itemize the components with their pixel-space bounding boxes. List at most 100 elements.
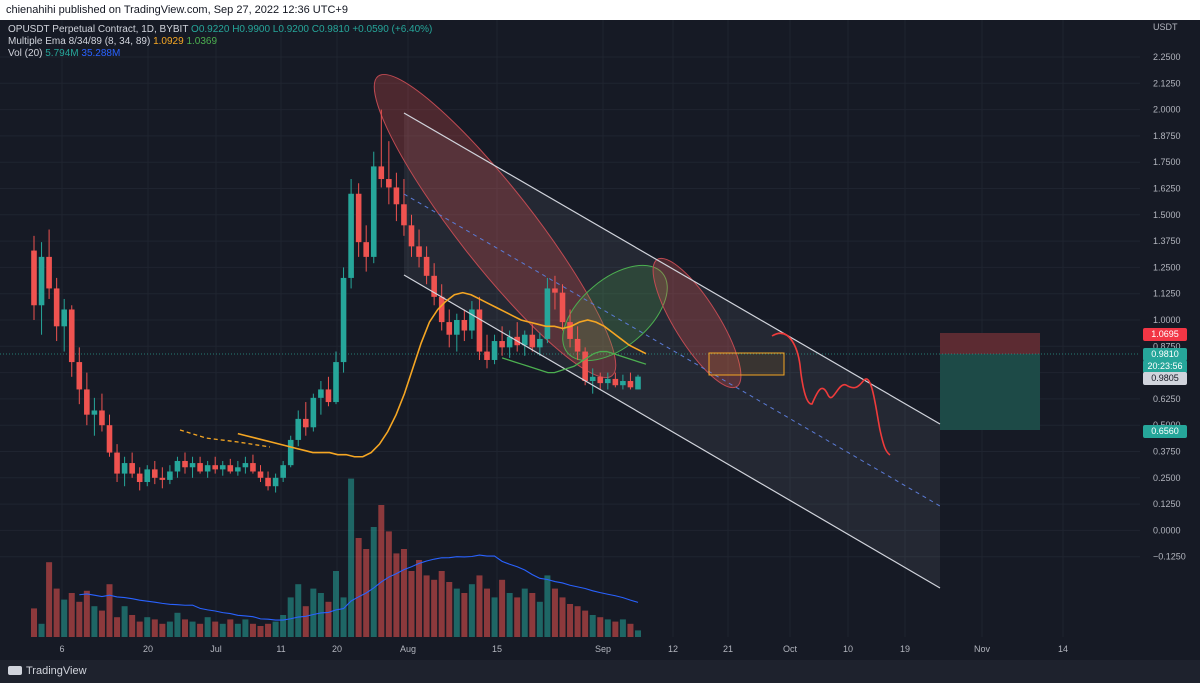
volume-bar bbox=[416, 560, 423, 637]
candle-body bbox=[438, 296, 445, 323]
price-chart[interactable]: 2.2500 2.1250 2.0000 1.8750 1.7500 1.6250 1.50… bbox=[0, 20, 1200, 660]
volume-bar bbox=[400, 549, 407, 637]
price-axis-label: 2.2500 bbox=[1153, 52, 1181, 62]
candle-body bbox=[635, 376, 641, 390]
candle-body bbox=[544, 288, 551, 339]
candle-body bbox=[76, 362, 83, 390]
time-axis-label: 15 bbox=[492, 644, 502, 654]
volume-bar bbox=[83, 590, 90, 637]
volume-bar bbox=[38, 623, 45, 637]
volume-row: Vol (20) 5.794M 35.288M bbox=[8, 48, 432, 60]
price-axis-label: 1.2500 bbox=[1153, 262, 1181, 272]
high-value: H0.9900 bbox=[232, 24, 271, 35]
volume-bar bbox=[446, 582, 453, 637]
candle-body bbox=[484, 351, 490, 360]
candle-body bbox=[597, 376, 604, 384]
volume-bar bbox=[182, 619, 188, 637]
candle-body bbox=[612, 378, 619, 386]
volume-bar bbox=[612, 621, 619, 637]
price-axis-label: 0.6250 bbox=[1153, 394, 1181, 404]
candle-body bbox=[370, 166, 377, 257]
volume-bar bbox=[514, 597, 521, 637]
volume-bar bbox=[385, 531, 392, 637]
candle-body bbox=[182, 460, 188, 468]
stop-zone bbox=[940, 333, 1040, 354]
candle-body bbox=[84, 389, 90, 415]
candle-body bbox=[574, 338, 581, 352]
time-axis-label: 14 bbox=[1058, 644, 1068, 654]
time-axis-label: Nov bbox=[974, 644, 991, 654]
candle-body bbox=[446, 322, 453, 335]
candle-body bbox=[68, 309, 75, 363]
entry-price-tag: 0.9805 bbox=[1143, 372, 1187, 385]
candle-body bbox=[189, 463, 196, 468]
candle-body bbox=[46, 256, 52, 289]
time-axis-label: Oct bbox=[783, 644, 798, 654]
volume-bar bbox=[106, 584, 113, 637]
volume-bar bbox=[529, 593, 536, 637]
candle-body bbox=[310, 397, 317, 428]
volume-bar bbox=[151, 619, 158, 637]
candle-body bbox=[401, 204, 407, 226]
volume-bar bbox=[257, 626, 264, 637]
volume-bar bbox=[197, 623, 204, 637]
vol-label: Vol (20) bbox=[8, 48, 43, 59]
time-axis-label: 19 bbox=[900, 644, 910, 654]
stop-price-tag: 1.0695 bbox=[1143, 328, 1187, 341]
volume-bar bbox=[544, 575, 551, 637]
price-axis-label: 1.0000 bbox=[1153, 315, 1181, 325]
candle-body bbox=[99, 410, 105, 426]
volume-bar bbox=[76, 601, 83, 637]
volume-bar bbox=[272, 621, 279, 637]
candle-body bbox=[393, 187, 400, 205]
price-axis-label: 1.1250 bbox=[1153, 289, 1181, 299]
ema-row: Multiple Ema 8/34/89 (8, 34, 89) 1.0929 … bbox=[8, 36, 432, 48]
volume-bar bbox=[114, 617, 121, 637]
volume-bar bbox=[393, 553, 400, 637]
volume-bar bbox=[461, 593, 468, 637]
candle-body bbox=[567, 322, 573, 339]
volume-bar bbox=[46, 562, 53, 637]
candle-body bbox=[589, 376, 596, 382]
price-axis-label: 1.3750 bbox=[1153, 236, 1181, 246]
volume-bar bbox=[144, 617, 151, 637]
price-axis-label: 0.8750 bbox=[1153, 341, 1181, 351]
candle-body bbox=[333, 362, 339, 403]
volume-bar bbox=[280, 615, 287, 637]
candle-body bbox=[167, 471, 173, 480]
projection-path bbox=[771, 332, 891, 456]
price-axis-label: 1.5000 bbox=[1153, 210, 1181, 220]
close-value: C0.9810 bbox=[311, 24, 350, 35]
volume-bar bbox=[333, 571, 339, 637]
candle-body bbox=[476, 309, 483, 352]
candle-body bbox=[461, 320, 468, 331]
candle-body bbox=[235, 467, 241, 472]
candle-body bbox=[219, 465, 226, 470]
volume-bar bbox=[589, 615, 596, 637]
candle-body bbox=[416, 246, 422, 257]
volume-bar bbox=[31, 608, 37, 637]
price-axis-label: 0.2500 bbox=[1153, 473, 1181, 483]
ema-fast-value: 1.0929 bbox=[153, 36, 184, 47]
volume-bar bbox=[91, 606, 98, 637]
candle-body bbox=[340, 277, 347, 363]
candle-body bbox=[318, 389, 324, 398]
brand-name: TradingView bbox=[26, 665, 87, 677]
volume-bar bbox=[325, 601, 332, 637]
time-axis-label: Jul bbox=[210, 644, 222, 654]
tradingview-brand[interactable]: TradingView bbox=[8, 665, 87, 677]
candle-body bbox=[348, 193, 354, 278]
channel-upper-line bbox=[403, 112, 941, 425]
volume-bar bbox=[370, 527, 377, 637]
volume-bar bbox=[378, 505, 385, 637]
publish-header: chienahihi published on TradingView.com,… bbox=[0, 0, 1200, 20]
candle-body bbox=[272, 477, 279, 487]
candle-body bbox=[491, 341, 498, 360]
volume-bar bbox=[227, 619, 234, 637]
countdown-tag: 20:23:56 bbox=[1143, 360, 1187, 373]
publish-text: chienahihi published on TradingView.com,… bbox=[6, 4, 348, 16]
time-axis-label: 12 bbox=[668, 644, 678, 654]
volume-bar bbox=[536, 601, 543, 637]
candle-body bbox=[627, 381, 634, 388]
candle-body bbox=[287, 439, 294, 466]
